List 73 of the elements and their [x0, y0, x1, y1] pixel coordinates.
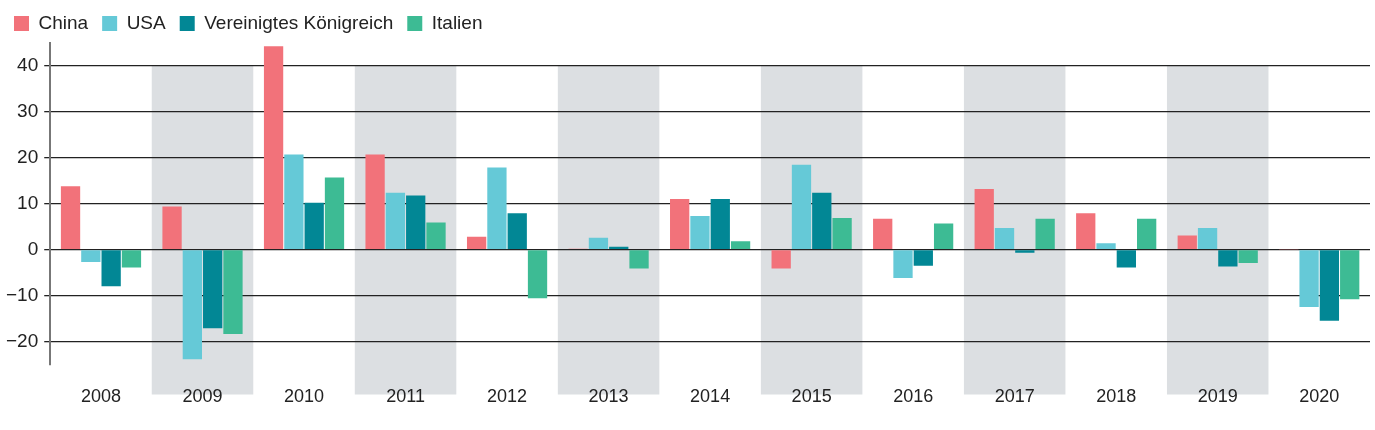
bar	[365, 154, 385, 249]
x-tick-label: 2013	[588, 386, 629, 407]
bar	[1299, 250, 1319, 308]
x-tick-label: 2019	[1197, 386, 1238, 407]
bar	[812, 192, 832, 249]
bar	[710, 199, 730, 249]
bar	[507, 213, 527, 249]
bar	[588, 237, 609, 249]
bar	[791, 164, 812, 249]
bar	[1096, 243, 1116, 249]
bar	[466, 236, 487, 249]
x-tick-label: 2015	[791, 386, 832, 407]
x-tick-label: 2017	[994, 386, 1035, 407]
bar	[771, 250, 791, 269]
x-tick-label: 2014	[690, 386, 731, 407]
bar	[406, 195, 426, 249]
y-tick-label: −20	[6, 329, 39, 351]
bar	[60, 186, 81, 249]
bar	[324, 177, 345, 249]
bar	[974, 189, 994, 249]
x-tick-label: 2009	[182, 386, 223, 407]
bar	[426, 222, 446, 249]
legend-label: Italien	[431, 11, 483, 33]
y-tick-label: 0	[27, 237, 39, 259]
bar	[832, 217, 852, 249]
legend-label: Vereinigtes Königreich	[204, 11, 394, 33]
bar	[893, 250, 913, 279]
bar	[223, 250, 243, 335]
bar	[1340, 250, 1360, 300]
bar	[121, 250, 142, 268]
bar	[284, 154, 304, 249]
bar	[913, 250, 933, 266]
bar	[629, 250, 649, 269]
x-tick-label: 2008	[80, 386, 122, 407]
bar	[487, 167, 507, 249]
y-tick-label: 10	[17, 191, 39, 213]
bar	[1238, 250, 1258, 263]
bar	[1076, 213, 1096, 249]
bar	[1116, 250, 1136, 268]
x-tick-label: 2018	[1096, 386, 1137, 407]
bar	[1035, 218, 1055, 249]
bar	[933, 223, 954, 249]
bar	[873, 218, 893, 249]
bar	[81, 250, 101, 263]
legend-label: USA	[126, 11, 167, 33]
bar	[1197, 228, 1218, 249]
bar	[1319, 250, 1340, 321]
bar	[690, 216, 710, 249]
bar	[1218, 250, 1238, 267]
bar	[304, 202, 324, 249]
bar	[385, 192, 406, 249]
bar	[670, 199, 690, 249]
y-tick-label: 30	[17, 100, 39, 122]
x-tick-label: 2012	[487, 386, 528, 407]
bar	[1177, 235, 1197, 249]
bar	[1137, 218, 1157, 249]
bar	[730, 241, 751, 249]
bar	[182, 250, 202, 360]
bar	[527, 250, 548, 299]
y-tick-label: 40	[17, 54, 39, 76]
bar	[203, 250, 223, 329]
bar	[1015, 250, 1035, 253]
x-tick-label: 2016	[893, 386, 934, 407]
x-tick-label: 2010	[284, 386, 325, 407]
bar	[609, 246, 629, 249]
bar	[994, 228, 1015, 249]
y-tick-label: 20	[17, 146, 39, 168]
y-tick-label: −10	[6, 283, 39, 305]
x-tick-label: 2020	[1299, 386, 1340, 407]
x-tick-label: 2011	[386, 386, 425, 407]
bar	[101, 250, 121, 287]
legend-label: China	[38, 11, 89, 33]
bar	[162, 206, 182, 249]
